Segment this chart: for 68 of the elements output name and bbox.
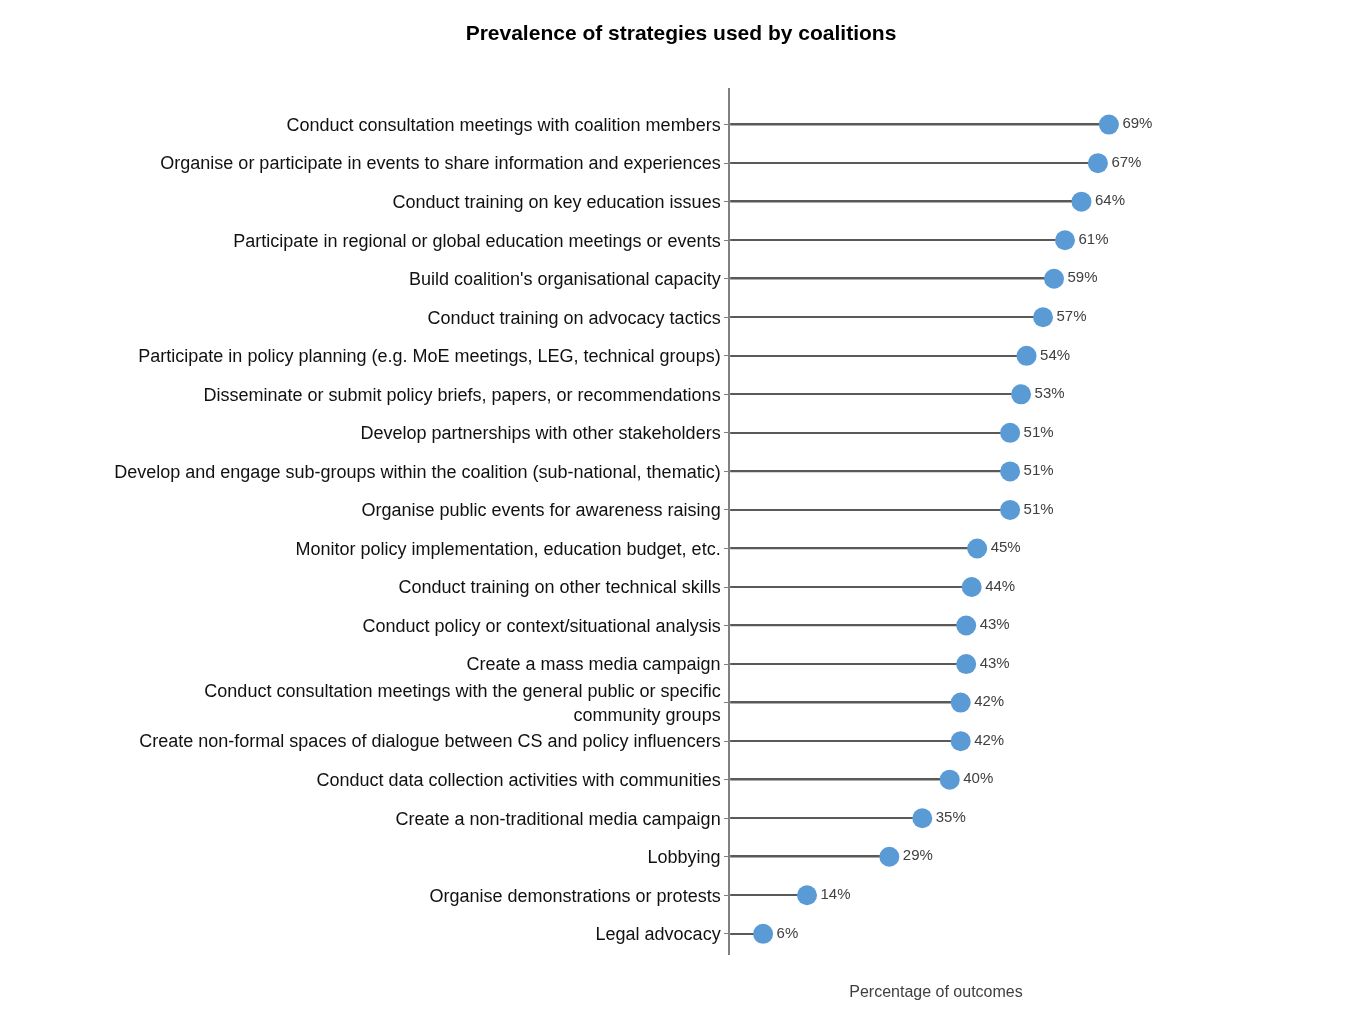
y-tick-label: Lobbying [647,847,721,868]
point [961,577,982,597]
y-tick-label: Monitor policy implementation, education budget, etc. [295,538,721,559]
y-tick-label: Conduct training on other technical skills [398,577,721,598]
y-tick-label: Legal advocacy [595,924,721,945]
data-label: 29% [902,846,933,864]
point [1016,345,1037,366]
y-tick-label: Develop partnerships with other stakeholders [360,423,721,444]
data-label: 42% [974,692,1005,710]
point [950,692,971,713]
point [1071,191,1092,212]
point [1000,461,1021,482]
y-tick-label: Create non-formal spaces of dialogue between CS and policy influencers [139,731,721,752]
data-label: 61% [1078,229,1109,247]
data-label: 54% [1040,345,1071,363]
data-label: 43% [979,615,1010,633]
data-label: 14% [820,885,851,903]
data-label: 6% [776,923,799,941]
y-tick-label: Conduct consultation meetings with coalition members [286,114,721,135]
point [1055,230,1075,251]
point [912,808,933,829]
y-tick-label: Develop and engage sub-groups within the coalition (sub-national, thematic) [114,461,721,482]
point [967,538,988,559]
point [1087,153,1108,174]
data-label: 59% [1067,268,1098,286]
point [956,615,977,636]
y-tick-label: Participate in regional or global education meetings or events [233,230,721,251]
data-label: 51% [1023,499,1054,517]
point [753,923,774,944]
data-label: 53% [1034,384,1065,402]
data-label: 40% [963,769,994,787]
y-tick-label: Build coalition's organisational capacity [409,269,721,290]
y-tick-label: Disseminate or submit policy briefs, papers, or recommendations [203,384,721,405]
point [1011,384,1032,405]
point [1000,422,1021,443]
y-tick-label: Organise or participate in events to share information and experiences [160,153,721,174]
data-label: 67% [1111,152,1142,170]
point [956,654,977,675]
chart-title: Prevalence of strategies used by coalitions [465,21,897,45]
point [797,885,818,906]
y-tick-label: Conduct data collection activities with communities [316,769,721,790]
data-label: 45% [990,538,1021,556]
x-axis-title: Percentage of outcomes [849,982,1023,1000]
y-tick-label: Organise demonstrations or protests [429,885,721,906]
data-label: 51% [1023,422,1054,440]
data-label: 51% [1023,461,1054,479]
data-label: 64% [1094,191,1125,209]
point [939,769,960,790]
y-tick-label: Participate in policy planning (e.g. MoE meetings, LEG, technical groups) [138,346,721,367]
data-label: 57% [1056,307,1087,325]
point [1044,268,1065,289]
data-label: 35% [935,807,966,825]
y-tick-label: Create a non-traditional media campaign [395,808,721,829]
point [1098,114,1119,135]
y-tick-label: Conduct consultation meetings with the general public or specific community groups [204,681,721,725]
point [1033,307,1054,328]
point [950,731,971,752]
data-label: 44% [985,576,1016,594]
data-label: 69% [1122,114,1153,132]
y-tick-label: Conduct training on advocacy tactics [427,307,721,328]
y-tick-label: Organise public events for awareness raising [361,500,721,521]
y-tick-label: Conduct training on key education issues [392,191,721,212]
point [1000,499,1021,520]
y-tick-label: Conduct policy or context/situational analysis [362,615,721,636]
point [879,846,900,867]
data-label: 43% [979,653,1010,671]
data-label: 42% [974,730,1005,748]
y-tick-label: Create a mass media campaign [466,654,721,675]
